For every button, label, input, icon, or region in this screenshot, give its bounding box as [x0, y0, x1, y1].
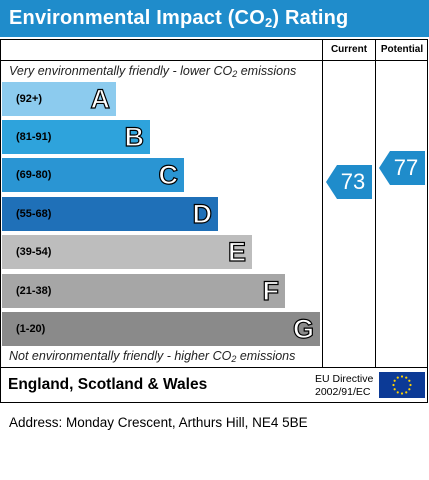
band-range: (1-20) [16, 323, 46, 335]
eu-star-icon [400, 392, 404, 395]
band-letter: G [292, 313, 314, 344]
property-address: Address: Monday Crescent, Arthurs Hill, … [9, 415, 308, 430]
eu-star-icon [408, 388, 411, 391]
potential-column-header: Potential [380, 44, 424, 55]
current-column-header: Current [330, 44, 368, 55]
eu-directive: EU Directive 2002/91/EC [315, 373, 373, 398]
band-letter: F [262, 275, 280, 306]
band-range: (21-38) [16, 285, 52, 297]
eu-star-icon [400, 375, 404, 378]
eu-star-icon [405, 391, 408, 394]
eu-star-icon [408, 379, 411, 382]
current-rating-arrow: 73 [326, 165, 372, 199]
band-g: (1-20) G [2, 312, 320, 346]
chart-title: Environmental Impact (CO2) Rating [0, 0, 429, 37]
top-caption: Very environmentally friendly - lower CO… [9, 64, 297, 79]
region-label: England, Scotland & Wales [8, 376, 208, 393]
column-divider-potential [375, 39, 376, 368]
band-letter: B [124, 121, 145, 152]
band-range: (92+) [16, 93, 42, 105]
band-range: (39-54) [16, 246, 52, 258]
eu-star-icon [396, 376, 399, 379]
eu-star-icon [392, 383, 395, 387]
eu-stars-icon [392, 375, 412, 395]
header-divider [0, 60, 428, 61]
band-a: (92+) A [2, 82, 116, 116]
column-divider-current [322, 39, 323, 368]
band-letter: C [158, 159, 179, 190]
eu-star-icon [393, 388, 396, 391]
eu-star-icon [405, 376, 408, 379]
band-letter: A [90, 83, 111, 114]
band-range: (81-91) [16, 131, 52, 143]
bottom-caption: Not environmentally friendly - higher CO… [9, 349, 296, 364]
footer-divider [0, 367, 428, 368]
band-e: (39-54) E [2, 235, 252, 269]
band-d: (55-68) D [2, 197, 218, 231]
band-letter: E [227, 236, 246, 267]
eu-star-icon [396, 391, 399, 394]
band-f: (21-38) F [2, 274, 285, 308]
band-c: (69-80) C [2, 158, 184, 192]
eu-directive-line1: EU Directive [315, 373, 374, 385]
band-letter: D [192, 198, 213, 229]
eu-directive-line2: 2002/91/EC [315, 385, 371, 398]
potential-rating-arrow: 77 [379, 151, 425, 185]
band-b: (81-91) B [2, 120, 150, 154]
eu-flag-icon [379, 372, 425, 398]
band-range: (69-80) [16, 169, 52, 181]
band-range: (55-68) [16, 208, 52, 220]
eu-star-icon [393, 379, 396, 382]
eu-star-icon [409, 383, 412, 387]
rating-frame [0, 39, 428, 403]
